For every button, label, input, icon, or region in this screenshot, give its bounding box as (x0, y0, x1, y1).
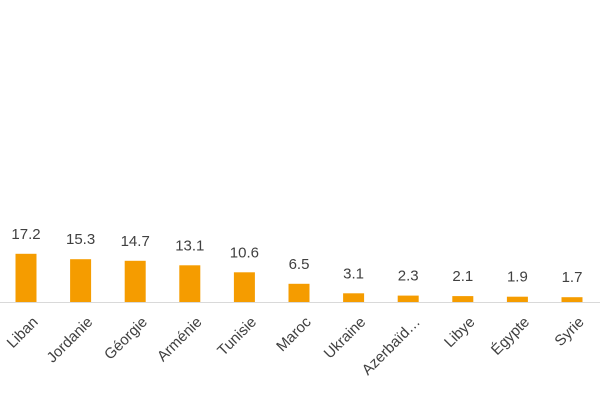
bar-3 (179, 265, 201, 302)
bar-4 (233, 272, 255, 302)
data-label-7: 2.3 (398, 268, 419, 285)
category-label-6: Ukraine (321, 314, 370, 363)
category-label-7: Azerbaïd… (359, 314, 424, 379)
data-label-1: 15.3 (66, 231, 95, 248)
data-label-6: 3.1 (343, 265, 364, 282)
category-label-5: Maroc (273, 313, 315, 355)
category-labels-group: Liban Jordanie Géorgie Arménie Tunisie Maroc U… (4, 313, 600, 378)
bar-1 (70, 259, 92, 302)
bar-0 (15, 253, 37, 302)
data-label-10: 1.7 (562, 269, 583, 286)
bar-7 (397, 295, 419, 302)
data-label-5: 6.5 (289, 256, 310, 273)
bar-10 (561, 297, 583, 302)
bar-2 (124, 260, 146, 302)
category-label-4: Tunisie (214, 314, 260, 360)
category-label-1: Jordanie (44, 314, 97, 367)
category-label-8: Libye (441, 314, 478, 351)
data-label-2: 14.7 (121, 233, 150, 250)
data-label-3: 13.1 (175, 237, 204, 254)
category-label-10: Syrie (551, 314, 587, 350)
bars-group (15, 253, 583, 302)
data-labels-group: 17.2 15.3 14.7 13.1 10.6 6.5 3.1 2.3 2.1 1.9 1.7 (11, 226, 582, 286)
bar-6 (343, 293, 365, 302)
data-label-8: 2.1 (452, 268, 473, 285)
category-label-9: Égypte (488, 314, 533, 359)
bar-8 (452, 296, 474, 302)
category-label-0: Liban (4, 314, 42, 352)
data-label-0: 17.2 (11, 226, 40, 243)
category-label-3: Arménie (154, 314, 206, 366)
bar-5 (288, 283, 310, 302)
bar-9 (506, 296, 528, 302)
category-label-2: Géorgie (101, 314, 151, 364)
data-label-4: 10.6 (230, 244, 259, 261)
data-label-9: 1.9 (507, 269, 528, 286)
